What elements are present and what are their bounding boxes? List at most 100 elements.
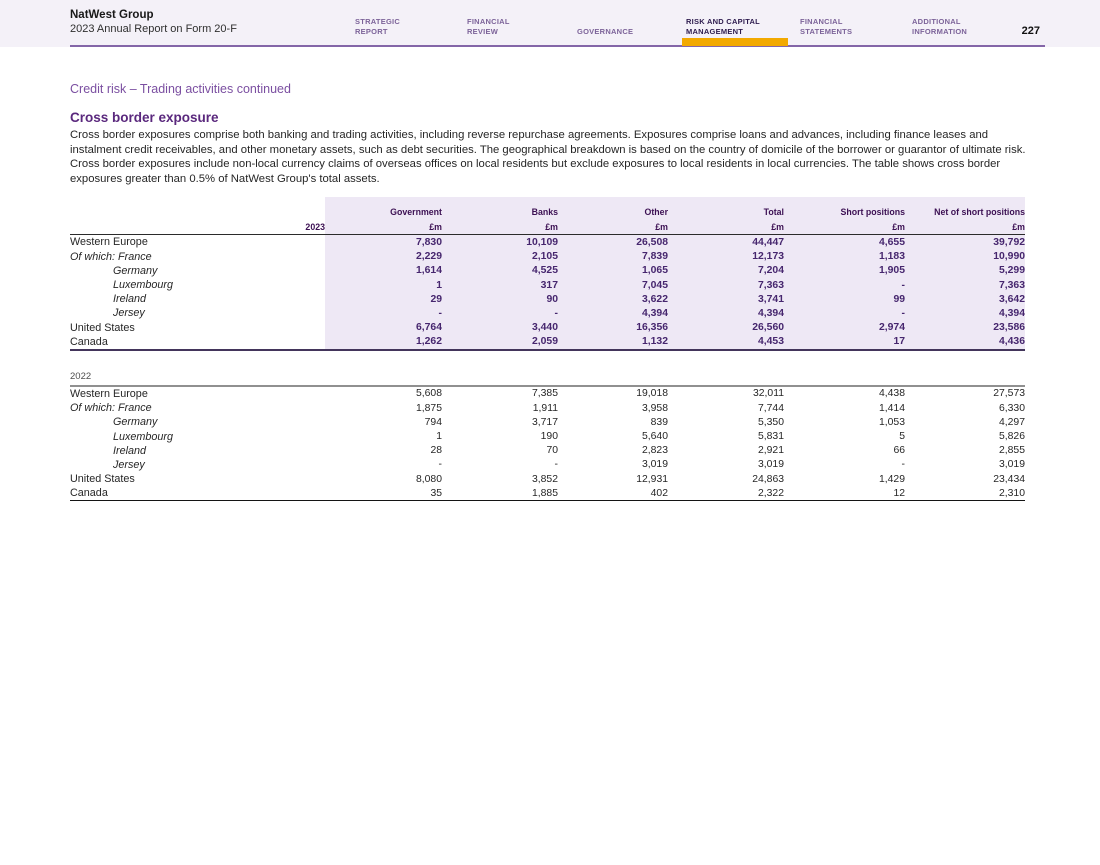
cell-total: 44,447 <box>668 234 784 250</box>
nav-tab[interactable]: RISK AND CAPITAL MANAGEMENT <box>686 13 794 36</box>
cell-short-positions: 5 <box>899 431 905 443</box>
cell-other: 7,045 <box>558 277 668 293</box>
cell-total: 12,173 <box>668 249 784 264</box>
cell-short-positions: 1,414 <box>878 402 905 414</box>
cell-net-short-positions: 4,394 <box>905 306 1025 321</box>
cell-total: 32,011 <box>752 388 784 400</box>
cell-government: 1,875 <box>415 402 442 414</box>
row-label: Germany <box>113 264 158 277</box>
cell-total: 2,322 <box>668 486 784 502</box>
row-label: Of which: France <box>70 402 152 415</box>
cell-government: 1,262 <box>325 334 442 351</box>
page-header: NatWest Group 2023 Annual Report on Form… <box>0 0 1100 47</box>
column-header-government: Government <box>325 197 442 218</box>
cell-banks: 90 <box>442 292 558 307</box>
nav-tab-line1: GOVERNANCE <box>577 26 634 36</box>
cell-government: 5,608 <box>415 388 442 400</box>
row-label: Luxembourg <box>113 279 174 292</box>
cell-net-short-positions: 10,990 <box>905 249 1025 264</box>
cell-net-short-positions: 4,436 <box>905 334 1025 351</box>
cell-total: 7,363 <box>668 277 784 293</box>
cell-total: 4,394 <box>668 306 784 321</box>
unit-label: £m <box>325 217 442 236</box>
year-label-2023: 2023 <box>70 217 325 236</box>
cell-other: 5,640 <box>641 431 668 443</box>
column-header-banks: Banks <box>442 197 558 218</box>
row-label: Jersey <box>113 458 145 471</box>
year-label-2022: 2022 <box>70 361 325 387</box>
cross-border-exposure-table-2023: Government Banks Other Total Short posit… <box>70 197 1025 351</box>
active-tab-highlight <box>682 38 788 46</box>
cell-government: 1,614 <box>325 263 442 278</box>
row-label: Canada <box>70 334 325 351</box>
nav-tab-line1: STRATEGIC <box>355 17 401 26</box>
header-nav: STRATEGIC REPORT FINANCIAL REVIEW GOVERN… <box>0 0 1100 47</box>
cell-short-positions: - <box>901 459 905 471</box>
cell-short-positions: - <box>784 306 905 321</box>
row-label: Ireland <box>113 293 147 306</box>
nav-tab-line2: REPORT <box>355 26 388 36</box>
column-headers-row: Government Banks Other Total Short posit… <box>70 197 1025 218</box>
cell-net-short-positions: 5,299 <box>905 263 1025 278</box>
cell-banks: 7,385 <box>531 388 558 400</box>
table-row: Jersey - - 3,019 3,019 - 3,019 <box>70 458 1025 472</box>
cell-net-short-positions: 4,297 <box>998 416 1025 428</box>
spacer-cell <box>325 361 442 387</box>
cell-banks: 3,852 <box>531 473 558 485</box>
cell-other: 1,065 <box>558 263 668 278</box>
nav-tab[interactable]: STRATEGIC REPORT <box>355 13 463 36</box>
cell-short-positions: 12 <box>784 486 905 502</box>
row-label: United States <box>70 473 135 486</box>
cell-total: 3,741 <box>668 292 784 307</box>
row-label: Germany <box>113 416 158 429</box>
cell-other: 12,931 <box>636 473 668 485</box>
nav-tab[interactable]: FINANCIAL STATEMENTS <box>800 13 908 36</box>
cell-short-positions: 1,183 <box>784 249 905 264</box>
cell-banks: 3,440 <box>442 320 558 335</box>
cell-banks: 317 <box>442 277 558 293</box>
spacer-cell <box>905 361 1025 387</box>
nav-tab[interactable]: FINANCIAL REVIEW <box>467 13 575 36</box>
table-row: Ireland 28 70 2,823 2,921 66 2,855 <box>70 444 1025 458</box>
cell-short-positions: 1,053 <box>878 416 905 428</box>
nav-tab[interactable]: ADDITIONAL INFORMATION <box>912 13 1020 36</box>
cell-other: 3,622 <box>558 292 668 307</box>
cell-short-positions: - <box>784 277 905 293</box>
body-paragraph: Cross border exposures comprise both ban… <box>70 129 1026 185</box>
cell-government: 6,764 <box>325 320 442 335</box>
column-header-short-positions: Short positions <box>784 197 905 218</box>
cell-short-positions: 66 <box>893 445 905 457</box>
cell-banks: 2,105 <box>442 249 558 264</box>
cell-total: 7,204 <box>668 263 784 278</box>
cell-other: 26,508 <box>558 234 668 250</box>
cell-banks: 10,109 <box>442 234 558 250</box>
cell-net-short-positions: 2,855 <box>998 445 1025 457</box>
year-row: 2022 <box>70 361 1025 387</box>
cell-other: 2,823 <box>641 445 668 457</box>
cell-net-short-positions: 2,310 <box>905 486 1025 502</box>
cell-total: 7,744 <box>757 402 784 414</box>
table-row: Luxembourg 1 317 7,045 7,363 - 7,363 <box>70 277 1025 293</box>
table-row: Of which: France 2,229 2,105 7,839 12,17… <box>70 249 1025 264</box>
table-row: Luxembourg 1 190 5,640 5,831 5 5,826 <box>70 429 1025 443</box>
unit-label: £m <box>905 217 1025 236</box>
cell-net-short-positions: 7,363 <box>905 277 1025 293</box>
nav-tab-line1: RISK AND CAPITAL <box>686 17 760 26</box>
spacer-cell <box>784 361 905 387</box>
row-label: United States <box>70 321 135 334</box>
cell-total: 5,350 <box>757 416 784 428</box>
cell-banks: 2,059 <box>442 334 558 351</box>
table-row: Western Europe 7,830 10,109 26,508 44,44… <box>70 234 1025 250</box>
unit-label: £m <box>784 217 905 236</box>
cell-other: 3,019 <box>641 459 668 471</box>
section-title: Credit risk – Trading activities continu… <box>70 82 291 96</box>
cell-government: - <box>325 306 442 321</box>
nav-tab[interactable]: GOVERNANCE <box>577 13 685 36</box>
table-body-2023: Western Europe 7,830 10,109 26,508 44,44… <box>70 234 1025 351</box>
cell-net-short-positions: 23,586 <box>905 320 1025 335</box>
cell-net-short-positions: 23,434 <box>993 473 1025 485</box>
cell-government: 28 <box>430 445 442 457</box>
brand-block: NatWest Group 2023 Annual Report on Form… <box>70 9 237 36</box>
brand-name: NatWest Group <box>70 9 154 21</box>
cell-other: 7,839 <box>558 249 668 264</box>
